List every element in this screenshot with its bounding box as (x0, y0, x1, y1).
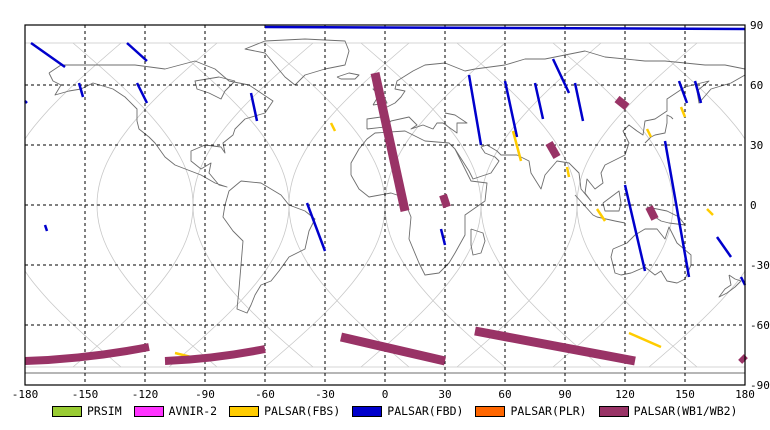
legend-swatch (52, 405, 82, 417)
swath-palsar-wb1-wb2 (370, 72, 410, 212)
coastline (602, 190, 622, 212)
x-tick-label: -150 (72, 388, 99, 401)
swath-palsar-fbd (439, 228, 447, 246)
y-tick-label: -90 (750, 379, 770, 392)
legend-swatch (229, 405, 260, 417)
y-tick-labels: 90 60 30 0 -30 -60 -90 (750, 19, 770, 392)
legend-item: PALSAR(PLR) (475, 404, 587, 418)
y-tick-label: 90 (750, 19, 763, 32)
swath-palsar-wb1-wb2 (339, 332, 447, 366)
swath-palsar-fbd (305, 202, 327, 252)
x-tick-labels: -180 -150 -120 -90 -60 -30 0 30 60 90 120 150 180 (12, 388, 755, 401)
swath-palsar-fbd (77, 82, 85, 98)
swath-palsar-fbd (467, 74, 483, 146)
swath-palsar-fbd (126, 42, 148, 62)
swath-palsar-fbd (677, 80, 689, 104)
swath-palsar-fbd (663, 140, 691, 278)
x-tick-label: 120 (615, 388, 635, 401)
coastline (470, 228, 486, 256)
swath-palsar-fbd (249, 92, 259, 122)
legend-swatch (598, 405, 629, 417)
x-tick-label: -90 (195, 388, 215, 401)
swath-palsar-wb1-wb2 (614, 95, 630, 111)
x-tick-label: 30 (438, 388, 451, 401)
swath-palsar-fbd (551, 58, 571, 94)
swath-palsar-wb1-wb2 (474, 326, 636, 366)
legend-item: PALSAR(FBD) (352, 404, 463, 418)
legend: PRSIM AVNIR-2 PALSAR(FBS) PALSAR(FBD) PALSAR… (52, 402, 749, 420)
swath-palsar-wb1-wb2 (24, 343, 150, 365)
swath-palsar-fbs (679, 106, 687, 118)
y-tick-label: -30 (750, 259, 770, 272)
legend-label: PALSAR(FBS) (264, 404, 341, 418)
y-tick-label: 30 (750, 139, 763, 152)
swath-palsar-fbs (595, 208, 607, 222)
swath-palsar-fbd (264, 25, 746, 31)
coastline (454, 74, 746, 202)
coastline (222, 180, 316, 314)
y-tick-label: 60 (750, 79, 763, 92)
x-tick-label: 180 (735, 388, 755, 401)
legend-swatch (133, 405, 164, 417)
legend-item: PRSIM (52, 404, 122, 418)
swath-palsar-fbd (30, 41, 66, 69)
swath-palsar-fbd (739, 276, 747, 286)
coastline (644, 114, 674, 144)
swath-palsar-wb1-wb2 (439, 193, 451, 209)
coastline (718, 274, 742, 298)
x-tick-label: 90 (558, 388, 571, 401)
swath-palsar-wb1-wb2 (545, 141, 561, 159)
swath-palsar-fbd (693, 80, 703, 104)
coastline (48, 60, 274, 188)
observation-swaths (24, 25, 748, 366)
swath-palsar-wb1-wb2 (645, 205, 659, 221)
map-frame (24, 24, 746, 386)
coastline (194, 76, 236, 100)
swath-palsar-fbd (135, 82, 149, 104)
legend-item: PALSAR(WB1/WB2) (598, 404, 738, 418)
swath-palsar-fbs (329, 122, 337, 132)
x-tick-label: -180 (12, 388, 39, 401)
swath-palsar-wb1-wb2 (738, 354, 748, 364)
x-tick-label: -30 (315, 388, 335, 401)
swath-palsar-wb1-wb2 (164, 345, 266, 365)
x-tick-label: -120 (132, 388, 159, 401)
x-tick-label: -60 (255, 388, 275, 401)
legend-label: PALSAR(FBD) (387, 404, 464, 418)
coastline (336, 72, 360, 80)
legend-swatch (475, 405, 506, 417)
coastline (244, 38, 350, 86)
swath-palsar-fbd (533, 82, 545, 120)
y-tick-label: 0 (750, 199, 757, 212)
swath-palsar-fbd (573, 82, 585, 122)
graticule (25, 25, 745, 385)
swath-palsar-fbs (645, 128, 653, 138)
swath-palsar-fbs (511, 130, 523, 162)
swath-palsar-fbd (503, 80, 519, 138)
coastline (350, 130, 488, 276)
swath-palsar-fbs (706, 208, 714, 216)
legend-label: AVNIR-2 (168, 404, 218, 418)
legend-label: PALSAR(WB1/WB2) (633, 404, 738, 418)
swath-palsar-fbd (43, 224, 49, 232)
legend-item: PALSAR(FBS) (229, 404, 340, 418)
coastline (366, 112, 468, 134)
x-tick-label: 60 (498, 388, 511, 401)
x-tick-label: 150 (675, 388, 695, 401)
coastline (574, 194, 626, 224)
coastline (610, 226, 692, 284)
swath-palsar-fbs (628, 331, 662, 349)
swath-palsar-fbs (565, 166, 571, 178)
legend-label: PRSIM (87, 404, 122, 418)
legend-item: AVNIR-2 (133, 404, 218, 418)
legend-label: PALSAR(PLR) (510, 404, 587, 418)
x-tick-label: 0 (382, 388, 389, 401)
legend-swatch (352, 405, 383, 417)
coastline (366, 50, 746, 129)
swath-palsar-fbd (715, 236, 733, 258)
y-tick-label: -60 (750, 319, 770, 332)
swath-palsar-fbd (623, 184, 647, 272)
